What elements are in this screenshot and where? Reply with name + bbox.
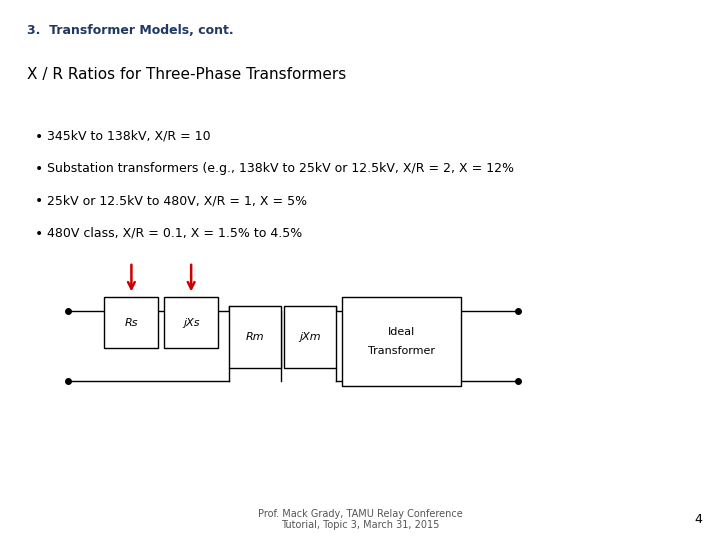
Text: •: • bbox=[35, 227, 42, 241]
Text: X / R Ratios for Three-Phase Transformers: X / R Ratios for Three-Phase Transformer… bbox=[27, 68, 346, 83]
Text: Rs: Rs bbox=[125, 318, 138, 328]
Text: •: • bbox=[35, 130, 42, 144]
Text: •: • bbox=[35, 194, 42, 208]
Text: Rm: Rm bbox=[246, 332, 264, 342]
Text: 480V class, X/R = 0.1, X = 1.5% to 4.5%: 480V class, X/R = 0.1, X = 1.5% to 4.5% bbox=[47, 227, 302, 240]
Text: 25kV or 12.5kV to 480V, X/R = 1, X = 5%: 25kV or 12.5kV to 480V, X/R = 1, X = 5% bbox=[47, 194, 307, 207]
Text: jXs: jXs bbox=[183, 318, 199, 328]
Text: Transformer: Transformer bbox=[368, 346, 435, 356]
Text: Prof. Mack Grady, TAMU Relay Conference: Prof. Mack Grady, TAMU Relay Conference bbox=[258, 509, 462, 519]
Text: jXm: jXm bbox=[299, 332, 320, 342]
Bar bbox=[104, 297, 158, 348]
Text: Ideal: Ideal bbox=[388, 327, 415, 337]
Text: 4: 4 bbox=[694, 513, 702, 526]
Bar bbox=[164, 297, 218, 348]
Text: 3.  Transformer Models, cont.: 3. Transformer Models, cont. bbox=[27, 24, 234, 37]
Bar bbox=[342, 297, 461, 386]
Text: Substation transformers (e.g., 138kV to 25kV or 12.5kV, X/R = 2, X = 12%: Substation transformers (e.g., 138kV to … bbox=[47, 162, 514, 175]
Text: 345kV to 138kV, X/R = 10: 345kV to 138kV, X/R = 10 bbox=[47, 130, 210, 143]
Bar bbox=[229, 306, 281, 368]
Bar bbox=[284, 306, 336, 368]
Text: •: • bbox=[35, 162, 42, 176]
Text: Tutorial, Topic 3, March 31, 2015: Tutorial, Topic 3, March 31, 2015 bbox=[281, 520, 439, 530]
